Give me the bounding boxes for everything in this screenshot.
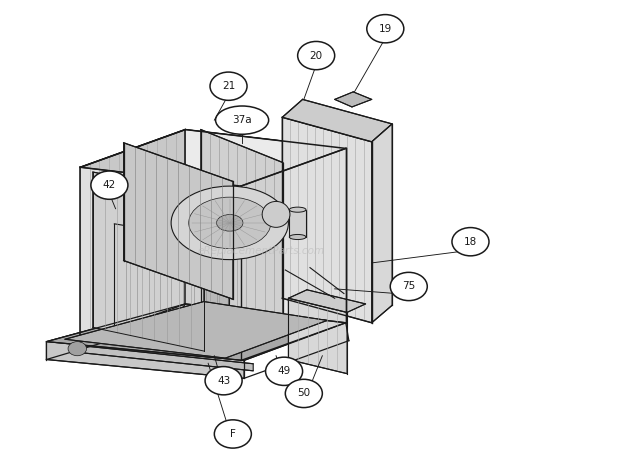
Ellipse shape bbox=[216, 106, 268, 134]
Ellipse shape bbox=[210, 72, 247, 100]
Ellipse shape bbox=[452, 228, 489, 256]
Polygon shape bbox=[372, 124, 392, 323]
Text: 49: 49 bbox=[278, 366, 291, 376]
Polygon shape bbox=[81, 129, 185, 342]
Polygon shape bbox=[81, 129, 346, 186]
Text: 43: 43 bbox=[217, 376, 230, 386]
Polygon shape bbox=[123, 143, 233, 299]
Ellipse shape bbox=[290, 235, 306, 239]
Ellipse shape bbox=[367, 15, 404, 43]
Polygon shape bbox=[290, 210, 306, 237]
Polygon shape bbox=[46, 342, 244, 378]
Ellipse shape bbox=[171, 186, 288, 260]
Text: 75: 75 bbox=[402, 282, 415, 292]
Circle shape bbox=[68, 342, 87, 356]
Polygon shape bbox=[282, 100, 392, 142]
Ellipse shape bbox=[205, 366, 242, 395]
Ellipse shape bbox=[285, 379, 322, 408]
Ellipse shape bbox=[188, 197, 271, 248]
Ellipse shape bbox=[390, 273, 427, 301]
Polygon shape bbox=[46, 304, 185, 359]
Ellipse shape bbox=[290, 207, 306, 212]
Polygon shape bbox=[201, 129, 283, 336]
Polygon shape bbox=[46, 304, 346, 360]
Text: eReplacementParts.com: eReplacementParts.com bbox=[197, 246, 324, 256]
Polygon shape bbox=[288, 298, 347, 374]
Polygon shape bbox=[114, 224, 229, 351]
Text: 21: 21 bbox=[222, 81, 235, 91]
Ellipse shape bbox=[262, 201, 290, 228]
Polygon shape bbox=[335, 92, 372, 107]
Ellipse shape bbox=[215, 420, 251, 448]
Polygon shape bbox=[185, 129, 346, 323]
Polygon shape bbox=[93, 172, 204, 351]
Text: 20: 20 bbox=[309, 51, 323, 61]
Polygon shape bbox=[282, 117, 372, 323]
Text: 19: 19 bbox=[379, 24, 392, 34]
Text: F: F bbox=[230, 429, 236, 439]
Text: 37a: 37a bbox=[232, 115, 252, 125]
Text: 42: 42 bbox=[103, 180, 116, 190]
Polygon shape bbox=[241, 148, 346, 360]
Polygon shape bbox=[81, 304, 346, 360]
Polygon shape bbox=[288, 290, 366, 312]
Ellipse shape bbox=[298, 41, 335, 70]
Text: 18: 18 bbox=[464, 237, 477, 246]
Ellipse shape bbox=[91, 171, 128, 199]
Polygon shape bbox=[65, 301, 327, 358]
Polygon shape bbox=[74, 345, 253, 371]
Ellipse shape bbox=[265, 357, 303, 385]
Ellipse shape bbox=[216, 215, 243, 231]
Text: 50: 50 bbox=[297, 389, 311, 399]
